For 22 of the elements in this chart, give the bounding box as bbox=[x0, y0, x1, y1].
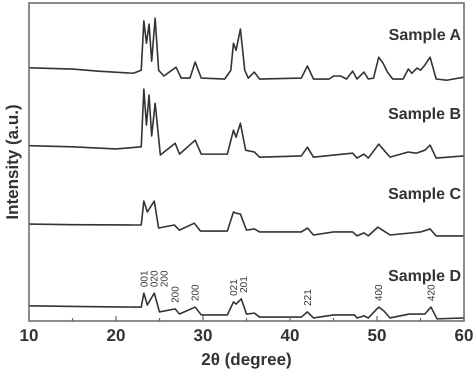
y-axis-title: Intensity (a.u.) bbox=[3, 104, 22, 220]
annotation: 420 bbox=[426, 284, 438, 302]
annotation: 200 bbox=[159, 270, 170, 288]
series-label: Sample A bbox=[388, 27, 462, 44]
annotation: 221 bbox=[302, 288, 314, 306]
annotation: 400 bbox=[374, 284, 386, 302]
annotation: 200 bbox=[170, 286, 182, 303]
x-tick-label: 40 bbox=[280, 326, 300, 345]
x-tick-label: 20 bbox=[106, 326, 126, 345]
annotation: 201 bbox=[238, 276, 250, 293]
series-label: Sample D bbox=[388, 268, 461, 285]
series-label: Sample C bbox=[388, 186, 462, 203]
annotation: 021 bbox=[228, 278, 240, 296]
x-tick-label: 10 bbox=[20, 326, 38, 345]
annotation: 001 bbox=[139, 270, 150, 288]
annotation: 020 bbox=[149, 270, 160, 288]
x-tick-label: 30 bbox=[194, 326, 212, 345]
x-tick-label: 50 bbox=[368, 326, 386, 345]
x-tick-label: 60 bbox=[454, 326, 474, 345]
annotation: 200 bbox=[190, 284, 202, 302]
x-axis-title: 2θ (degree) bbox=[201, 350, 292, 369]
series-label: Sample B bbox=[388, 106, 461, 123]
